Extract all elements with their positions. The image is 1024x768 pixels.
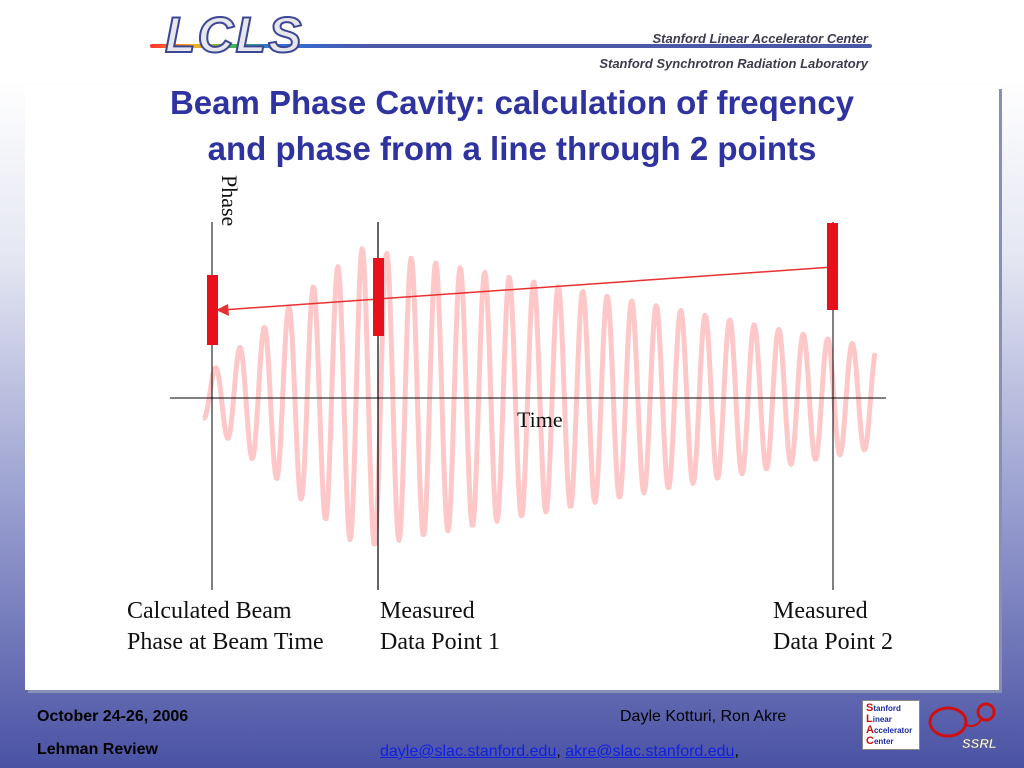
footer-date: October 24-26, 2006 — [37, 708, 189, 725]
point1-phase-bar — [373, 258, 384, 336]
slac-badge-logo: Stanford Linear Accelerator Center — [862, 700, 920, 750]
title-line-1: Beam Phase Cavity: calculation of freqen… — [169, 84, 855, 121]
time-axis-label: Time — [517, 407, 563, 432]
caption-calculated-line2: Phase at Beam Time — [127, 629, 324, 655]
email-link-kotturi[interactable]: dayle@slac.stanford.edu — [380, 743, 557, 760]
header-rainbow-line — [150, 44, 872, 48]
ssrl-logo-text: SSRL — [962, 736, 997, 751]
caption-point2: Measured Data Point 2 — [773, 596, 893, 658]
extrapolation-arrow — [221, 266, 834, 311]
email-trailing: , — [734, 743, 739, 760]
slide-title: Beam Phase Cavity: calculation of freqen… — [0, 80, 1024, 172]
footer-event: Lehman Review — [37, 741, 158, 758]
calculated-phase-bar — [207, 275, 218, 345]
point2-phase-bar — [827, 223, 838, 310]
email-link-akre[interactable]: akre@slac.stanford.edu — [565, 743, 735, 760]
caption-point1-line2: Data Point 1 — [380, 629, 500, 655]
caption-point1: Measured Data Point 1 — [380, 596, 500, 658]
org-slac: Stanford Linear Accelerator Center — [652, 31, 868, 46]
caption-point1-line1: Measured — [380, 598, 475, 624]
email-separator: , — [556, 743, 566, 760]
lcls-logo: LCLS — [164, 6, 304, 64]
caption-point2-line2: Data Point 2 — [773, 629, 893, 655]
slide-panel — [25, 86, 999, 690]
footer-authors: Dayle Kotturi, Ron Akre — [620, 708, 787, 725]
org-ssrl: Stanford Synchrotron Radiation Laborator… — [599, 56, 868, 71]
caption-calculated: Calculated Beam Phase at Beam Time — [127, 596, 324, 658]
cavity-signal-wave — [201, 246, 878, 547]
title-line-2: and phase from a line through 2 points — [207, 130, 817, 167]
ssrl-logo: SSRL — [928, 702, 997, 751]
footer-emails: dayle@slac.stanford.edu, akre@slac.stanf… — [380, 743, 739, 761]
arrow-head — [216, 304, 229, 316]
caption-point2-line1: Measured — [773, 598, 868, 624]
caption-calculated-line1: Calculated Beam — [127, 598, 292, 624]
phase-axis-label: Phase — [217, 175, 242, 226]
